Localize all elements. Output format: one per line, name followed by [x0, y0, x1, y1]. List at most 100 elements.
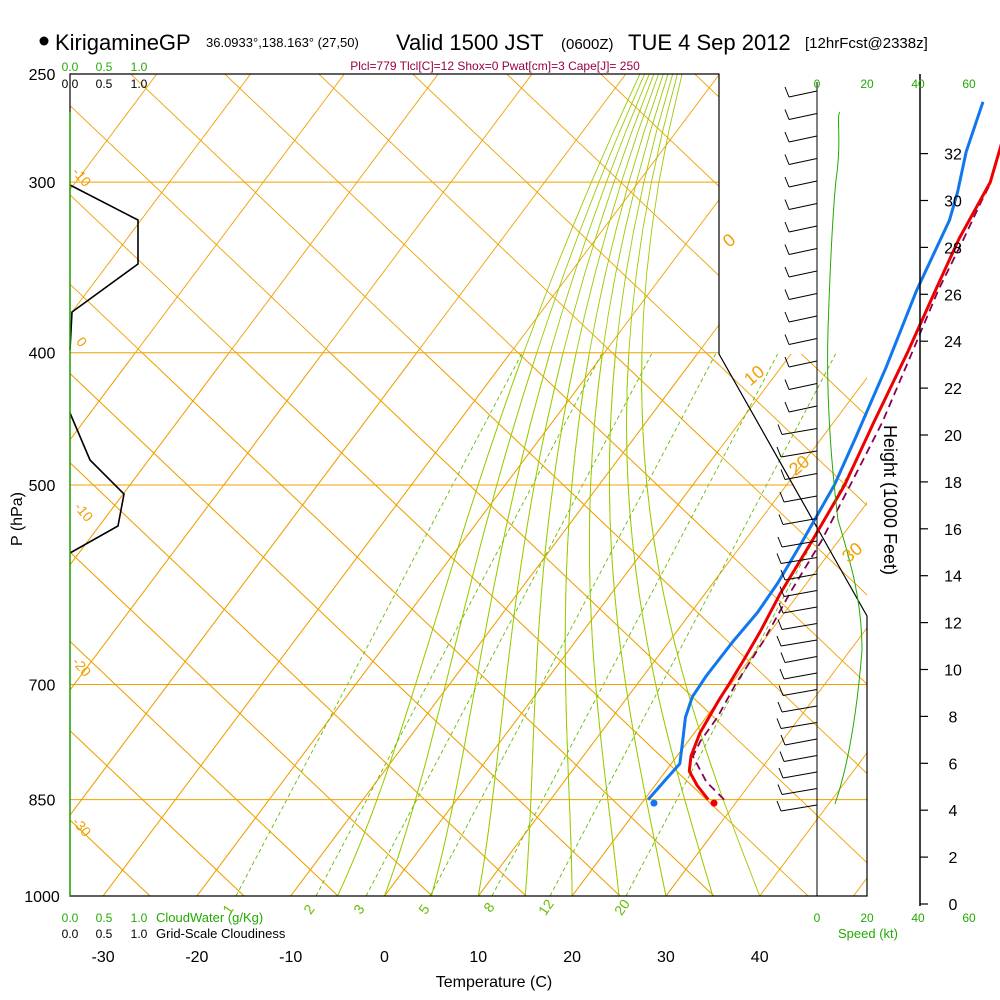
speed-tick-label: 60: [962, 911, 976, 925]
wind-barb-flag: [776, 800, 782, 812]
moist-adiabat-line: [337, 74, 641, 896]
x-tick-label: 30: [657, 949, 675, 966]
wind-barb: [788, 338, 818, 345]
wind-barb: [781, 623, 818, 630]
isotherm-line: [571, 502, 867, 896]
wind-barb: [780, 450, 818, 458]
x-tick-label: -20: [185, 949, 208, 966]
wind-barb: [784, 656, 818, 663]
dry-adiabat-line: [612, 354, 867, 596]
cloudwater-scale-label: 0.5: [96, 911, 113, 925]
wind-barb: [788, 203, 818, 210]
dry-adiabat-line: [70, 462, 527, 896]
wind-barb-flag: [780, 652, 786, 663]
cloudwater-scale-label: 0.5: [96, 60, 113, 74]
height-tick-label: 10: [944, 663, 962, 680]
speed-tick-label: 20: [860, 77, 874, 91]
wind-panel: [776, 82, 863, 896]
wind-barb: [788, 248, 818, 255]
mixing-ratio-label: 8: [480, 899, 498, 915]
wind-barb: [788, 405, 818, 413]
dry-adiabat-line: [930, 0, 1000, 896]
speed-label: Speed (kt): [838, 926, 898, 941]
mixing-ratio-line: [429, 354, 716, 896]
valid-time: Valid 1500 JST: [396, 30, 544, 55]
wind-barb-flag: [784, 356, 790, 368]
cloudiness-scale-label: 0.5: [96, 927, 113, 941]
p-tick-label: 850: [29, 793, 56, 810]
wind-barb-flag: [778, 602, 784, 614]
x-tick-label: 40: [751, 949, 769, 966]
wind-barb: [782, 518, 818, 525]
wind-barb-flag: [784, 334, 790, 345]
cloudwater-scale-label: 0.0: [62, 911, 79, 925]
x-tick-label: -10: [279, 949, 302, 966]
isotherm-label: -10: [71, 499, 96, 525]
height-tick-label: 28: [944, 240, 962, 257]
x-tick-label: 10: [469, 949, 487, 966]
height-tick-label: 18: [944, 475, 962, 492]
height-axis-label: Height (1000 Feet): [880, 425, 900, 575]
dry-adiabat-line: [70, 730, 245, 896]
mixing-ratio-line: [365, 354, 652, 896]
wind-barb: [788, 270, 818, 278]
station-name: KirigamineGP: [55, 30, 191, 55]
mixing-ratio-line: [315, 354, 602, 896]
wind-barb-flag: [784, 266, 790, 278]
wind-barb: [784, 738, 818, 746]
wind-barb: [780, 639, 818, 647]
dry-adiabat-line: [70, 372, 621, 896]
speed-tick-label: 0: [814, 911, 821, 925]
isotherm-line: [759, 752, 867, 896]
mixing-ratio-line: [235, 354, 522, 896]
wind-barb-flag: [776, 635, 782, 647]
dry-adiabat-line: [742, 0, 1000, 896]
height-tick-label: 4: [949, 803, 958, 820]
p-tick-label: 250: [29, 67, 56, 84]
dry-adiabat-line: [70, 640, 339, 896]
wind-barb-flag: [776, 718, 782, 729]
wind-barb: [784, 573, 818, 581]
forecast-info: [12hrFcst@2338z]: [805, 35, 928, 52]
isotherm-label: -30: [69, 814, 94, 840]
dry-adiabat-line: [648, 0, 1000, 896]
dry-adiabat-line: [70, 819, 151, 896]
wind-barb-flag: [780, 734, 786, 746]
moist-adiabat-line: [384, 74, 646, 896]
moist-adiabat-line: [588, 74, 669, 896]
height-tick-label: 20: [944, 428, 962, 445]
wind-barb: [781, 428, 818, 435]
wind-barb-flag: [784, 311, 790, 323]
p-tick-label: 1000: [24, 889, 60, 906]
wind-barb-flag: [784, 131, 790, 143]
parcel-line: [692, 181, 993, 801]
x-tick-label: -30: [92, 949, 115, 966]
dry-adiabat-line: [70, 551, 433, 896]
mixing-ratio-label: 20: [611, 896, 633, 918]
dry-adiabat-line: [70, 640, 339, 896]
height-tick-label: 12: [944, 616, 962, 633]
wind-barb-flag: [784, 244, 790, 255]
wind-barb-flag: [776, 553, 782, 564]
dewpoint-line: [646, 101, 985, 801]
x-tick-label: 20: [563, 949, 581, 966]
adiabat-label: 30: [838, 538, 866, 566]
moist-adiabat-line: [608, 74, 674, 896]
wind-barb: [784, 473, 818, 480]
stability-indices: Plcl=779 Tlcl[C]=12 Shox=0 Pwat[cm]=3 Ca…: [350, 59, 640, 73]
wind-barb-flag: [784, 289, 790, 300]
surface-dewpoint-marker: [650, 799, 658, 807]
dry-adiabat-line: [70, 819, 151, 896]
moist-adiabat-line: [626, 74, 714, 896]
station-marker-icon: [39, 36, 49, 46]
dry-adiabat-line: [742, 0, 1000, 896]
isotherm-line: [70, 74, 251, 316]
wind-barb-flag: [784, 401, 790, 413]
cloudwater-scale-label: 1.0: [131, 60, 148, 74]
dry-adiabat-line: [460, 0, 1000, 896]
station-coords: 36.0933°,138.163° (27,50): [206, 35, 359, 50]
wind-barb: [788, 158, 818, 165]
wind-barb-flag: [779, 491, 785, 503]
wind-barb: [788, 360, 818, 368]
